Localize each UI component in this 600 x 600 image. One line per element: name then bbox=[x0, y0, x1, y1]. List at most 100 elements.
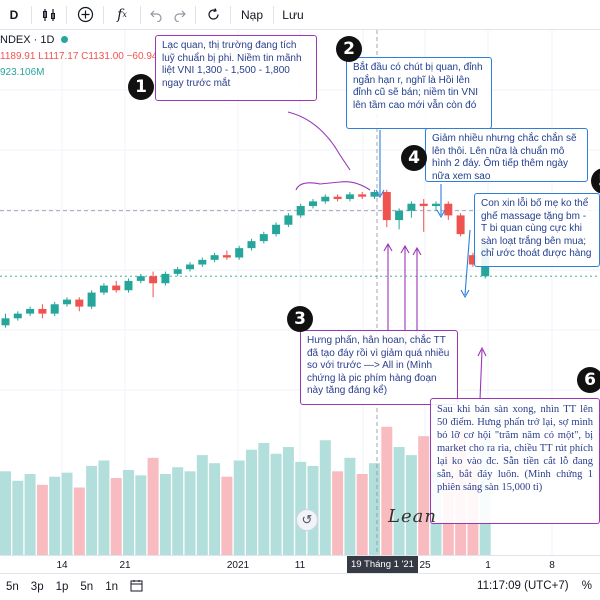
volume-bar bbox=[135, 475, 147, 555]
annotation-5-connector bbox=[464, 229, 471, 296]
annotation-badge-1: 1 bbox=[128, 74, 154, 100]
candles-chart-type-icon[interactable] bbox=[35, 0, 63, 30]
toolbar-divider bbox=[31, 5, 32, 24]
candle-body bbox=[284, 215, 293, 225]
x-tick-label: 25 bbox=[419, 560, 431, 571]
range-button[interactable]: 3p bbox=[30, 581, 44, 593]
volume-bar bbox=[246, 449, 257, 555]
annotation-1-note: Lạc quan, thị trường đang tích luỹ chuẩn… bbox=[155, 35, 317, 101]
interval-button[interactable]: D bbox=[9, 7, 19, 22]
candle-body bbox=[63, 299, 71, 305]
volume-bar bbox=[159, 474, 171, 555]
range-button[interactable]: 5n bbox=[6, 581, 19, 593]
annotation-6-note: Sau khi bán sàn xong, nhìn TT lên 50 điể… bbox=[430, 398, 600, 524]
percent-toggle[interactable]: % bbox=[581, 580, 592, 592]
x-tick-label: 8 bbox=[549, 560, 555, 571]
candle-body bbox=[333, 196, 342, 200]
range-button[interactable]: 1n bbox=[105, 581, 118, 593]
candle-body bbox=[407, 203, 416, 211]
volume-bar bbox=[369, 463, 380, 555]
annotation-6-arrowhead bbox=[477, 346, 487, 357]
volume-bar bbox=[0, 471, 11, 555]
candle-body bbox=[222, 255, 231, 258]
replay-icon[interactable] bbox=[199, 0, 227, 30]
undo-icon[interactable] bbox=[144, 0, 168, 30]
candle-body bbox=[444, 203, 453, 216]
candle-body bbox=[173, 269, 182, 274]
candle-body bbox=[395, 210, 404, 221]
volume-bar bbox=[110, 478, 122, 555]
volume-bar bbox=[147, 457, 159, 555]
candle-body bbox=[456, 215, 465, 235]
candle-body bbox=[370, 192, 379, 197]
toolbar-divider bbox=[195, 5, 196, 24]
handwritten-signature: Lean bbox=[388, 506, 437, 527]
toolbar-divider bbox=[103, 5, 104, 24]
candle-body bbox=[235, 248, 244, 258]
volume-bar bbox=[12, 480, 24, 555]
candle-body bbox=[75, 299, 84, 307]
candle-body bbox=[419, 203, 428, 207]
candle-body bbox=[247, 241, 256, 249]
compare-add-icon[interactable] bbox=[70, 0, 100, 30]
volume-bar bbox=[344, 457, 356, 555]
clock-timezone[interactable]: 11:17:09 (UTC+7) % bbox=[477, 580, 592, 592]
annotation-badge-6: 6 bbox=[577, 367, 600, 393]
volume-bar bbox=[61, 472, 73, 555]
volume-bar bbox=[73, 487, 85, 555]
candle-body bbox=[259, 234, 268, 242]
goto-date-icon[interactable] bbox=[124, 579, 149, 595]
volume-bar bbox=[270, 453, 282, 555]
volume-bar bbox=[172, 467, 184, 555]
annotation-3-arrowhead bbox=[400, 244, 410, 254]
range-button[interactable]: 1p bbox=[55, 581, 69, 593]
annotation-4-arrowhead bbox=[436, 209, 446, 219]
x-tick-label: 11 bbox=[294, 560, 306, 571]
time-axis[interactable]: 14 21 2021 11 25 1 8 19 Tháng 1 '21 bbox=[0, 555, 600, 574]
volume-bar bbox=[381, 426, 393, 555]
reset-chart-icon[interactable]: ↺ bbox=[296, 509, 318, 531]
redo-icon[interactable] bbox=[168, 0, 192, 30]
toolbar-divider bbox=[140, 5, 141, 24]
candle-body bbox=[321, 196, 330, 202]
annotation-badge-3: 3 bbox=[287, 306, 313, 332]
volume-bar bbox=[86, 465, 98, 555]
volume-bar bbox=[393, 447, 405, 555]
annotation-6-connector bbox=[479, 349, 483, 401]
candle-body bbox=[345, 194, 354, 200]
x-tick-label: 14 bbox=[56, 560, 68, 571]
bottom-toolbar: 5n 3p 1p 5n 1n 11:17:09 (UTC+7) % bbox=[0, 573, 600, 600]
annotation-badge-4: 4 bbox=[401, 145, 427, 171]
candle-body bbox=[87, 292, 96, 307]
load-layout-button[interactable]: Nạp bbox=[240, 7, 263, 22]
candle-body bbox=[272, 224, 281, 235]
volume-bar bbox=[319, 440, 331, 555]
volume-bar bbox=[418, 436, 430, 555]
x-tick-label: 2021 bbox=[226, 560, 250, 571]
volume-legend: 923.106M bbox=[0, 66, 44, 78]
annotation-badge-2: 2 bbox=[336, 36, 362, 62]
volume-bar bbox=[36, 484, 48, 555]
candle-body bbox=[432, 203, 440, 207]
candle-body bbox=[124, 280, 133, 291]
clock-time: 11:17:09 (UTC+7) bbox=[477, 580, 569, 592]
volume-bar bbox=[221, 476, 233, 555]
candle-body bbox=[309, 201, 317, 207]
annotation-3-arrowhead bbox=[383, 242, 393, 252]
range-button[interactable]: 5n bbox=[80, 581, 94, 593]
annotation-3-note: Hưng phấn, hân hoan, chắc TT đã tạo đáy … bbox=[300, 330, 458, 405]
volume-bar bbox=[196, 455, 208, 555]
candle-body bbox=[210, 255, 219, 260]
candle-body bbox=[26, 308, 35, 314]
candle-body bbox=[468, 255, 477, 265]
candle-body bbox=[296, 206, 305, 216]
toolbar-divider bbox=[230, 5, 231, 24]
save-layout-button[interactable]: Lưu bbox=[282, 7, 304, 22]
candle-body bbox=[186, 264, 194, 270]
volume-bar bbox=[233, 460, 245, 555]
symbol-legend[interactable]: NDEX · 1D bbox=[0, 34, 69, 46]
crosshair-date-label: 19 Tháng 1 '21 bbox=[347, 556, 418, 574]
annotation-2-note: Bắt đầu có chút bị quan, đỉnh ngắn hạn r… bbox=[346, 57, 492, 129]
